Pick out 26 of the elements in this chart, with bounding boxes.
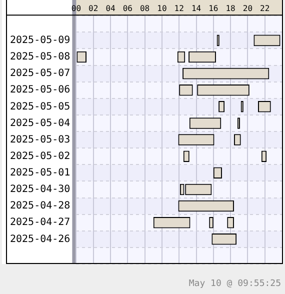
y-tick-label: 2025-05-06 <box>10 84 70 96</box>
y-tick-label: 2025-04-28 <box>10 200 70 212</box>
x-tick-label: 06 <box>122 4 133 13</box>
x-tick-label: 12 <box>174 4 184 13</box>
x-tick-label: 04 <box>106 4 116 13</box>
y-tick-label: 2025-05-08 <box>10 52 70 63</box>
x-tick-label: 00 <box>71 4 82 13</box>
x-tick-label: 02 <box>88 4 98 13</box>
x-tick-label: 16 <box>208 4 218 13</box>
text: May 10 @ 09:55:25 <box>188 279 281 289</box>
y-tick-label: 2025-05-02 <box>10 150 70 162</box>
y-tick-label: 2025-05-09 <box>10 35 70 46</box>
x-tick-label: 10 <box>157 4 167 13</box>
x-tick-label: 14 <box>191 4 202 13</box>
y-tick-label: 2025-04-27 <box>10 217 70 228</box>
y-tick-label: 2025-04-26 <box>10 234 70 245</box>
x-tick-label: 20 <box>242 4 253 13</box>
x-tick-label: 22 <box>260 4 270 13</box>
y-tick-label: 2025-05-03 <box>10 134 70 146</box>
y-tick-label: 2025-05-07 <box>10 68 70 80</box>
y-tick-label: 2025-05-05 <box>10 101 70 112</box>
y-tick-label: 2025-05-01 <box>10 168 70 179</box>
y-tick-label: 2025-04-30 <box>10 184 70 196</box>
x-tick-label: 18 <box>226 4 236 13</box>
x-tick-label: 08 <box>140 4 150 13</box>
y-tick-label: 2025-05-04 <box>10 118 70 129</box>
